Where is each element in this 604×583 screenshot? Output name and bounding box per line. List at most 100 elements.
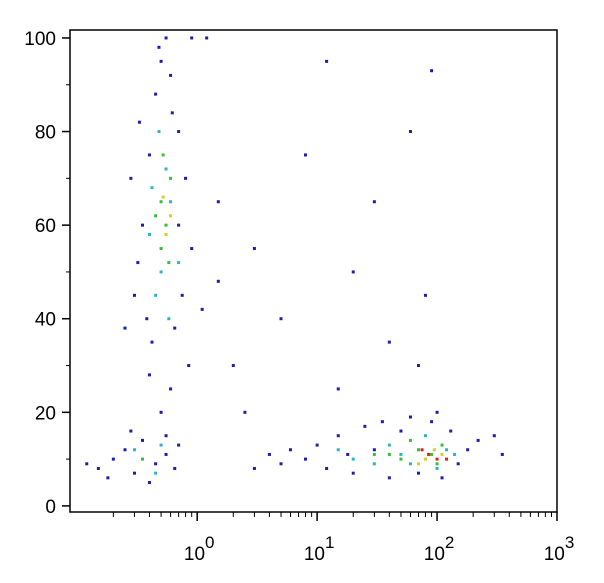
point — [161, 153, 165, 157]
point — [123, 326, 127, 330]
x-tick-label: 102 — [424, 533, 455, 565]
point — [432, 448, 436, 452]
point — [85, 462, 89, 466]
point — [372, 462, 376, 466]
point — [416, 462, 420, 466]
point — [252, 247, 256, 251]
point — [430, 452, 434, 456]
point — [159, 443, 163, 447]
point — [416, 471, 420, 475]
point — [190, 247, 194, 251]
point — [147, 153, 151, 157]
point — [387, 476, 391, 480]
point — [157, 130, 161, 134]
point — [372, 448, 376, 452]
y-tick-label: 20 — [35, 403, 56, 424]
x-tick-base: 10 — [544, 544, 565, 565]
point — [164, 452, 168, 456]
point — [336, 434, 340, 438]
point — [132, 471, 136, 475]
point — [408, 462, 412, 466]
point — [164, 232, 168, 236]
point — [159, 200, 163, 204]
x-tick-label: 100 — [184, 533, 215, 565]
point — [445, 448, 449, 452]
point — [106, 476, 110, 480]
point — [466, 448, 470, 452]
point — [423, 457, 427, 461]
x-tick-base: 10 — [424, 544, 445, 565]
point — [279, 462, 283, 466]
point — [500, 452, 504, 456]
point — [267, 452, 271, 456]
point — [147, 373, 151, 377]
point — [325, 59, 329, 63]
point — [456, 462, 460, 466]
point — [351, 457, 355, 461]
point — [137, 120, 141, 124]
point — [216, 200, 220, 204]
plot-frame — [69, 29, 558, 513]
point — [387, 443, 391, 447]
point — [492, 434, 496, 438]
x-tick-base: 10 — [184, 544, 205, 565]
point — [132, 448, 136, 452]
x-tick-power: 3 — [565, 533, 574, 552]
point — [440, 476, 444, 480]
point — [351, 471, 355, 475]
point — [279, 317, 283, 321]
point — [169, 214, 173, 218]
point — [154, 214, 158, 218]
point — [423, 293, 427, 297]
point — [408, 415, 412, 419]
point — [111, 457, 115, 461]
point — [205, 36, 209, 40]
point — [123, 448, 127, 452]
x-tick-label: 103 — [544, 533, 575, 565]
point — [420, 448, 424, 452]
point — [387, 340, 391, 344]
point — [304, 153, 308, 157]
point — [399, 429, 403, 433]
point — [423, 434, 427, 438]
y-tick-label: 60 — [35, 216, 56, 237]
point — [173, 466, 177, 470]
point — [169, 73, 173, 77]
point — [170, 111, 174, 115]
point — [187, 364, 191, 368]
point — [164, 36, 168, 40]
point — [325, 466, 329, 470]
point — [430, 420, 434, 424]
point — [177, 443, 181, 447]
point — [416, 364, 420, 368]
x-tick-power: 1 — [325, 533, 334, 552]
point — [346, 452, 350, 456]
point — [190, 36, 194, 40]
point — [315, 443, 319, 447]
point — [164, 223, 168, 227]
point — [440, 443, 444, 447]
point — [453, 452, 457, 456]
point — [129, 429, 133, 433]
point — [200, 307, 204, 311]
point — [231, 364, 235, 368]
point — [387, 452, 391, 456]
point — [141, 223, 145, 227]
point — [408, 130, 412, 134]
point — [164, 434, 168, 438]
point — [169, 176, 173, 180]
point — [161, 195, 165, 199]
point — [304, 457, 308, 461]
point — [145, 317, 149, 321]
y-tick-label: 40 — [35, 310, 56, 331]
point — [435, 466, 439, 470]
point — [243, 410, 247, 414]
point — [399, 452, 403, 456]
point — [159, 270, 163, 274]
point — [449, 429, 453, 433]
point — [427, 452, 431, 456]
point — [180, 293, 184, 297]
point — [380, 420, 384, 424]
point — [177, 261, 181, 265]
